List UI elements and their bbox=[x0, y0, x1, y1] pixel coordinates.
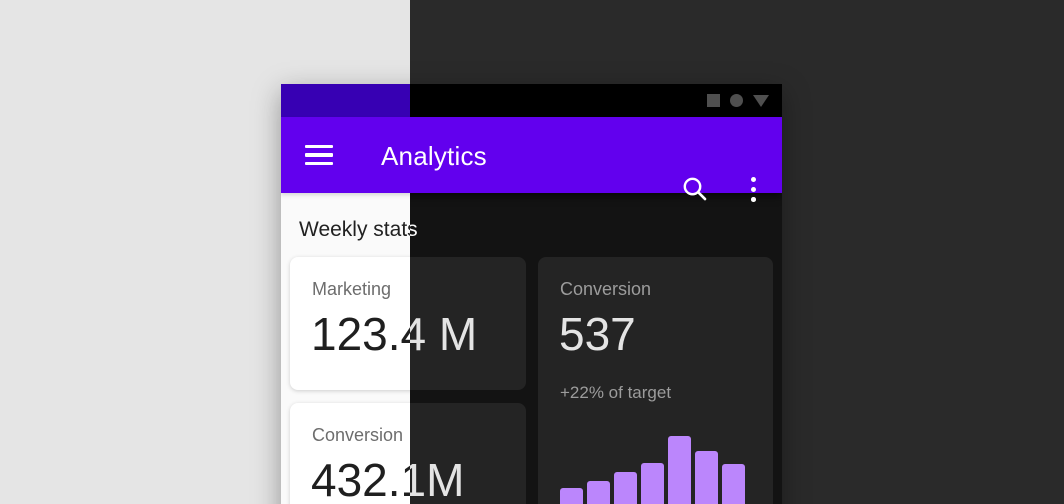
chart-bar bbox=[587, 481, 610, 504]
device-frame: Analytics Weekly stats Marketing 123.4 M… bbox=[281, 84, 782, 504]
app-bar: Analytics bbox=[281, 117, 782, 202]
hamburger-menu-icon[interactable] bbox=[305, 145, 333, 165]
section-heading: Weekly stats bbox=[410, 217, 418, 243]
status-triangle-icon bbox=[753, 94, 769, 107]
card-conversion-total[interactable]: Conversion 432.1M bbox=[410, 403, 526, 504]
chart-bar bbox=[641, 463, 664, 504]
chart-bar bbox=[560, 488, 583, 504]
content-area: Weekly stats Marketing 123.4 M Conversio… bbox=[410, 193, 782, 504]
chart-bar bbox=[614, 472, 637, 504]
status-circle-icon bbox=[730, 94, 743, 107]
status-square-icon bbox=[707, 94, 720, 107]
card-label: Marketing bbox=[312, 279, 392, 299]
search-icon[interactable] bbox=[681, 175, 709, 203]
chart-bar bbox=[722, 464, 745, 504]
card-label: Conversion bbox=[560, 279, 652, 299]
card-label: Conversion bbox=[312, 425, 404, 445]
card-conversion-stats[interactable]: Conversion 537 +22% of target bbox=[538, 257, 773, 504]
overflow-menu-icon[interactable] bbox=[745, 173, 761, 205]
card-marketing[interactable]: Marketing 123.4 M bbox=[410, 257, 526, 390]
status-bar bbox=[410, 84, 782, 117]
card-value: 537 bbox=[559, 308, 636, 360]
bar-chart bbox=[560, 435, 745, 504]
card-value: 432.1M bbox=[410, 455, 464, 504]
chart-bar bbox=[695, 451, 718, 504]
card-value: 123.4 M bbox=[410, 309, 477, 359]
card-subtext: +22% of target bbox=[560, 383, 672, 402]
app-title: Analytics bbox=[381, 141, 487, 171]
section-heading: Weekly stats bbox=[299, 218, 418, 241]
chart-bar bbox=[668, 436, 691, 504]
